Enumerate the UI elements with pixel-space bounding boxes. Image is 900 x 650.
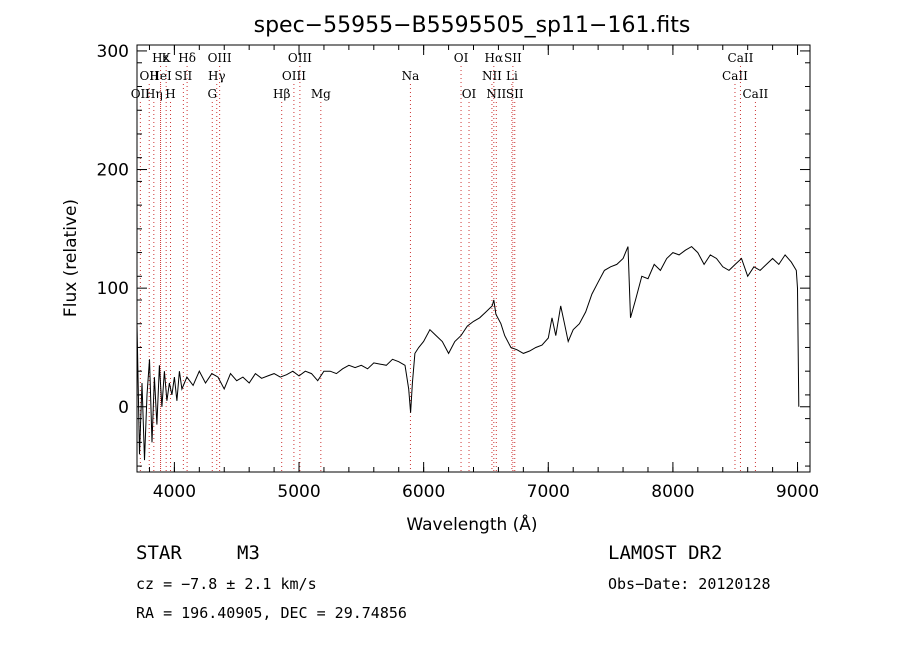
line-marker-label: OII — [140, 69, 160, 83]
object-subclass: M3 — [237, 542, 260, 564]
line-marker-label: G — [207, 87, 217, 101]
line-marker-label: OII — [131, 87, 151, 101]
y-tick-label: 100 — [97, 279, 129, 299]
y-tick-label: 200 — [97, 161, 129, 181]
spectrum-line — [136, 245, 800, 461]
x-tick-label: 4000 — [153, 482, 196, 502]
line-marker-label: Hη — [145, 87, 163, 101]
obs-date: Obs−Date: 20120128 — [608, 575, 771, 593]
line-marker-label: CaII — [728, 51, 754, 65]
line-marker-label: OI — [462, 87, 477, 101]
x-tick-label: 9000 — [776, 482, 819, 502]
y-axis: 0 100 200 300 — [97, 42, 810, 467]
line-marker-label: HeI — [149, 69, 172, 83]
line-marker-label: K — [162, 51, 172, 65]
x-tick-label: 7000 — [527, 482, 570, 502]
coordinates-text: RA = 196.40905, DEC = 29.74856 — [136, 604, 407, 622]
y-axis-label: Flux (relative) — [61, 199, 81, 317]
x-tick-label: 8000 — [651, 482, 694, 502]
line-marker-label: Hδ — [178, 51, 196, 65]
y-tick-label: 0 — [118, 398, 129, 418]
line-marker-label: Hz — [152, 51, 169, 65]
line-marker-label: OIII — [208, 51, 232, 65]
line-marker-label: Li — [506, 69, 518, 83]
line-marker-label: H — [165, 87, 175, 101]
plot-frame — [136, 44, 811, 473]
line-marker-label: OI — [454, 51, 469, 65]
survey-name: LAMOST DR2 — [608, 542, 723, 564]
line-marker-label: Hα — [485, 51, 504, 65]
line-marker-label: Hβ — [273, 87, 290, 101]
y-tick-label: 300 — [97, 42, 129, 62]
x-tick-label: 5000 — [277, 482, 320, 502]
line-marker-label: NII — [486, 87, 506, 101]
x-tick-label: 6000 — [402, 482, 445, 502]
chart-title: spec−55955−B5595505_sp11−161.fits — [254, 13, 691, 38]
line-marker-label: Na — [402, 69, 420, 83]
redshift-text: cz = −7.8 ± 2.1 km/s — [136, 575, 317, 593]
line-marker-label: SII — [175, 69, 193, 83]
line-marker-label: CaII — [742, 87, 768, 101]
object-class: STAR — [136, 542, 182, 564]
line-marker-label: OIII — [282, 69, 306, 83]
line-marker-label: SII — [504, 51, 522, 65]
x-axis: 4000 5000 6000 7000 8000 9000 — [148, 45, 819, 502]
line-marker-label: NII — [482, 69, 502, 83]
line-marker-label: OIII — [288, 51, 312, 65]
line-marker-label: Mg — [311, 87, 331, 101]
x-axis-label: Wavelength (Å) — [406, 513, 537, 535]
emission-line-markers: OIIOIIHηHzHeIKHSIIHδHγGOIIIHβOIIIOIIIMgN… — [131, 51, 769, 472]
line-marker-label: Hγ — [208, 69, 226, 83]
line-marker-label: CaII — [722, 69, 748, 83]
line-marker-label: SII — [506, 87, 524, 101]
